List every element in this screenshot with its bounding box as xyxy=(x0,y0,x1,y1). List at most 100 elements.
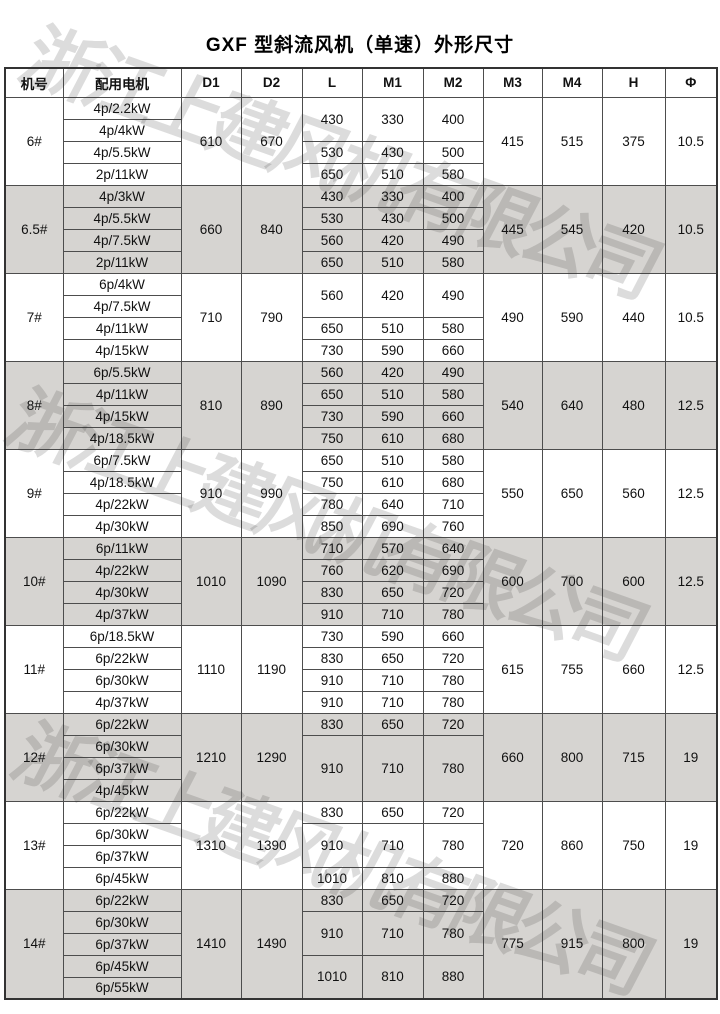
d1-cell: 1410 xyxy=(180,888,242,1000)
page-title: GXF 型斜流风机（单速）外形尺寸 xyxy=(205,35,515,56)
l-cell: 910 xyxy=(301,910,363,956)
m2-cell: 780 xyxy=(422,602,484,626)
m1-cell: 710 xyxy=(361,690,424,714)
m4-cell: 800 xyxy=(541,712,603,802)
column-header-5: M1 xyxy=(361,67,424,98)
table-row: 4p/5.5kW 530 430 500 xyxy=(5,140,717,164)
header-row: 机号 配用电机 D1 D2 L M1 M2 M3 M4 H Φ xyxy=(4,67,718,98)
m4-cell: 545 xyxy=(541,184,603,274)
table-row: 4p/18.5kW 750 610 680 xyxy=(5,470,717,494)
m2-cell: 490 xyxy=(422,272,484,318)
l-cell: 730 xyxy=(301,624,363,648)
m2-cell: 760 xyxy=(422,514,484,538)
m2-cell: 580 xyxy=(422,162,484,186)
model-cell: 6.5# xyxy=(4,184,64,274)
m1-cell: 650 xyxy=(361,646,424,670)
motor-cell: 6p/30kW xyxy=(62,910,182,934)
motor-cell: 4p/2.2kW xyxy=(62,96,182,120)
d1-cell: 810 xyxy=(180,360,242,450)
motor-cell: 6p/7.5kW xyxy=(62,448,182,472)
m1-cell: 510 xyxy=(361,316,424,340)
l-cell: 910 xyxy=(301,690,363,714)
model-cell: 12# xyxy=(4,712,64,802)
model-cell: 8# xyxy=(4,360,64,450)
m4-cell: 640 xyxy=(541,360,603,450)
m1-cell: 510 xyxy=(361,448,424,472)
l-cell: 830 xyxy=(301,580,363,604)
motor-cell: 4p/30kW xyxy=(62,580,182,604)
table-row: 4p/22kW 760 620 690 xyxy=(5,558,717,582)
table-row: 6p/45kW 1010 810 880 xyxy=(5,954,717,1000)
column-header-0: 机号 xyxy=(4,67,64,98)
motor-cell: 2p/11kW xyxy=(62,162,182,186)
model-cell: 9# xyxy=(4,448,64,538)
m3-cell: 615 xyxy=(482,624,543,714)
model-cell: 13# xyxy=(4,800,64,890)
table-row: 4p/37kW 910 710 780 xyxy=(5,602,717,626)
table-body: 6# 4p/2.2kW 610 670 430 330 400 415 515 375 10.5 4p… xyxy=(4,96,718,1000)
motor-cell: 6p/45kW xyxy=(62,954,182,978)
m2-cell: 580 xyxy=(422,316,484,340)
m1-cell: 430 xyxy=(361,206,424,230)
m1-cell: 610 xyxy=(361,426,424,450)
d2-cell: 890 xyxy=(240,360,303,450)
m2-cell: 780 xyxy=(422,734,484,802)
m2-cell: 490 xyxy=(422,228,484,252)
l-cell: 530 xyxy=(301,206,363,230)
l-cell: 1010 xyxy=(301,954,363,1000)
m2-cell: 580 xyxy=(422,382,484,406)
l-cell: 910 xyxy=(301,734,363,802)
m1-cell: 420 xyxy=(361,360,424,384)
phi-cell: 19 xyxy=(664,888,718,1000)
m2-cell: 880 xyxy=(422,866,484,890)
d1-cell: 1110 xyxy=(180,624,242,714)
m4-cell: 755 xyxy=(541,624,603,714)
l-cell: 830 xyxy=(301,712,363,736)
l-cell: 910 xyxy=(301,668,363,692)
l-cell: 560 xyxy=(301,228,363,252)
m1-cell: 330 xyxy=(361,184,424,208)
phi-cell: 12.5 xyxy=(664,360,718,450)
table-row: 4p/7.5kW 560 420 490 xyxy=(5,228,717,252)
m2-cell: 660 xyxy=(422,624,484,648)
motor-cell: 4p/18.5kW xyxy=(62,426,182,450)
phi-cell: 12.5 xyxy=(664,624,718,714)
h-cell: 480 xyxy=(601,360,666,450)
motor-cell: 4p/22kW xyxy=(62,558,182,582)
m2-cell: 660 xyxy=(422,338,484,362)
phi-cell: 12.5 xyxy=(664,448,718,538)
m1-cell: 650 xyxy=(361,580,424,604)
m2-cell: 500 xyxy=(422,140,484,164)
l-cell: 650 xyxy=(301,448,363,472)
l-cell: 1010 xyxy=(301,866,363,890)
m2-cell: 660 xyxy=(422,404,484,428)
m1-cell: 810 xyxy=(361,954,424,1000)
l-cell: 560 xyxy=(301,360,363,384)
motor-cell: 6p/37kW xyxy=(62,932,182,956)
motor-cell: 4p/45kW xyxy=(62,778,182,802)
phi-cell: 12.5 xyxy=(664,536,718,626)
motor-cell: 6p/5.5kW xyxy=(62,360,182,384)
m3-cell: 490 xyxy=(482,272,543,362)
motor-cell: 6p/45kW xyxy=(62,866,182,890)
model-cell: 14# xyxy=(4,888,64,1000)
l-cell: 730 xyxy=(301,338,363,362)
table-row: 6p/30kW 910 710 780 xyxy=(5,910,717,956)
m1-cell: 620 xyxy=(361,558,424,582)
m2-cell: 780 xyxy=(422,690,484,714)
m1-cell: 430 xyxy=(361,140,424,164)
table-row: 4p/37kW 910 710 780 xyxy=(5,690,717,714)
table-row: 6.5# 4p/3kW 660 840 430 330 400 445 545 420 10.5 xyxy=(4,184,718,274)
table-row: 4p/22kW 780 640 710 xyxy=(5,492,717,516)
m2-cell: 780 xyxy=(422,822,484,868)
table-row: 4p/30kW 830 650 720 xyxy=(5,580,717,604)
motor-cell: 6p/37kW xyxy=(62,844,182,868)
m3-cell: 660 xyxy=(482,712,543,802)
m2-cell: 490 xyxy=(422,360,484,384)
m1-cell: 710 xyxy=(361,668,424,692)
table-row: 10# 6p/11kW 1010 1090 710 570 640 600 700 600 12.5 xyxy=(4,536,718,626)
m2-cell: 720 xyxy=(422,646,484,670)
d2-cell: 670 xyxy=(240,96,303,186)
m2-cell: 580 xyxy=(422,250,484,274)
motor-cell: 4p/5.5kW xyxy=(62,140,182,164)
